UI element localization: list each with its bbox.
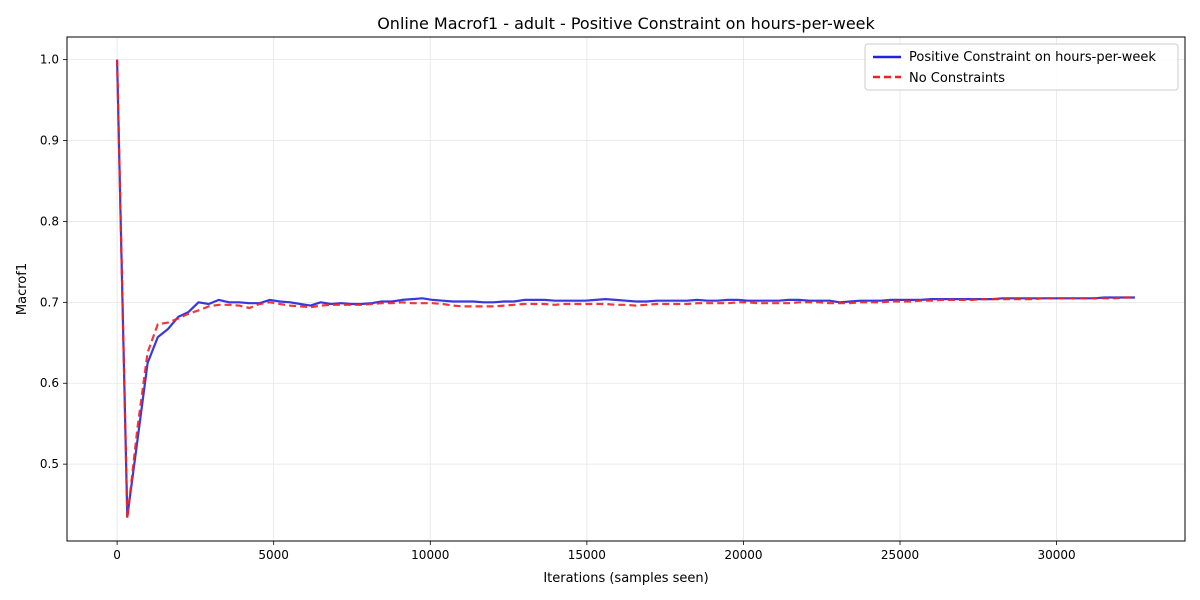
plot-area-frame <box>66 36 1186 542</box>
y-axis-label: Macrof1 <box>15 263 30 315</box>
x-tick-label: 10000 <box>411 548 449 562</box>
y-tick-label: 0.9 <box>40 134 59 148</box>
y-tick-label: 0.7 <box>40 295 59 309</box>
x-tick-label: 30000 <box>1038 548 1076 562</box>
legend-label-no-constraints: No Constraints <box>909 71 1005 86</box>
chart-title: Online Macrof1 - adult - Positive Constr… <box>377 14 875 33</box>
y-tick-label: 0.6 <box>40 376 59 390</box>
x-axis-ticks: 0 5000 10000 15000 20000 25000 30000 <box>113 541 1076 562</box>
x-tick-label: 20000 <box>724 548 762 562</box>
x-tick-label: 15000 <box>568 548 606 562</box>
legend: Positive Constraint on hours-per-week No… <box>864 43 1179 91</box>
x-axis-label: Iterations (samples seen) <box>543 571 708 586</box>
x-tick-label: 0 <box>113 548 121 562</box>
y-tick-label: 1.0 <box>40 53 59 67</box>
legend-label-positive-constraint: Positive Constraint on hours-per-week <box>909 50 1156 65</box>
y-tick-label: 0.8 <box>40 214 59 228</box>
grid <box>67 37 1185 541</box>
series-group <box>116 59 1135 520</box>
x-tick-label: 5000 <box>258 548 289 562</box>
x-tick-label: 25000 <box>881 548 919 562</box>
series-line-no-constraints <box>116 59 1135 520</box>
legend-box <box>864 43 1179 91</box>
y-tick-label: 0.5 <box>40 457 59 471</box>
y-axis-ticks: 0.5 0.6 0.7 0.8 0.9 1.0 <box>40 53 67 471</box>
series-line-positive-constraint <box>116 59 1135 518</box>
